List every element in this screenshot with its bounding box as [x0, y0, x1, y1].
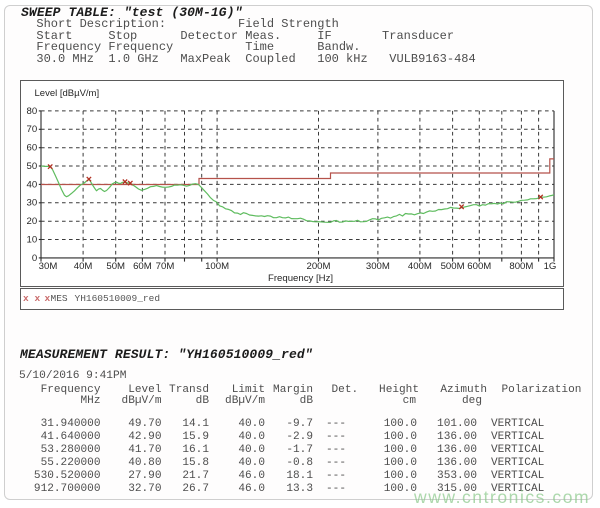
svg-text:1G: 1G: [544, 261, 557, 272]
svg-text:60M: 60M: [133, 261, 152, 272]
svg-text:400M: 400M: [408, 261, 432, 272]
svg-text:200M: 200M: [307, 261, 331, 272]
svg-text:800M: 800M: [509, 261, 533, 272]
svg-text:40M: 40M: [74, 261, 93, 272]
svg-text:600M: 600M: [467, 261, 491, 272]
svg-text:20: 20: [27, 216, 38, 227]
svg-text:Level [dBµV/m]: Level [dBµV/m]: [35, 88, 100, 99]
svg-text:0: 0: [32, 253, 37, 264]
svg-text:300M: 300M: [366, 261, 390, 272]
svg-text:30M: 30M: [39, 261, 58, 272]
svg-text:70M: 70M: [156, 261, 175, 272]
svg-text:70: 70: [27, 124, 38, 135]
svg-text:50M: 50M: [106, 261, 125, 272]
svg-text:10: 10: [27, 234, 38, 245]
svg-text:80: 80: [27, 106, 38, 117]
svg-text:50: 50: [27, 161, 38, 172]
svg-text:30: 30: [27, 198, 38, 209]
svg-text:500M: 500M: [441, 261, 465, 272]
svg-text:100M: 100M: [205, 261, 229, 272]
svg-text:Frequency [Hz]: Frequency [Hz]: [268, 273, 333, 284]
svg-text:60: 60: [27, 143, 38, 154]
svg-text:40: 40: [27, 179, 38, 190]
